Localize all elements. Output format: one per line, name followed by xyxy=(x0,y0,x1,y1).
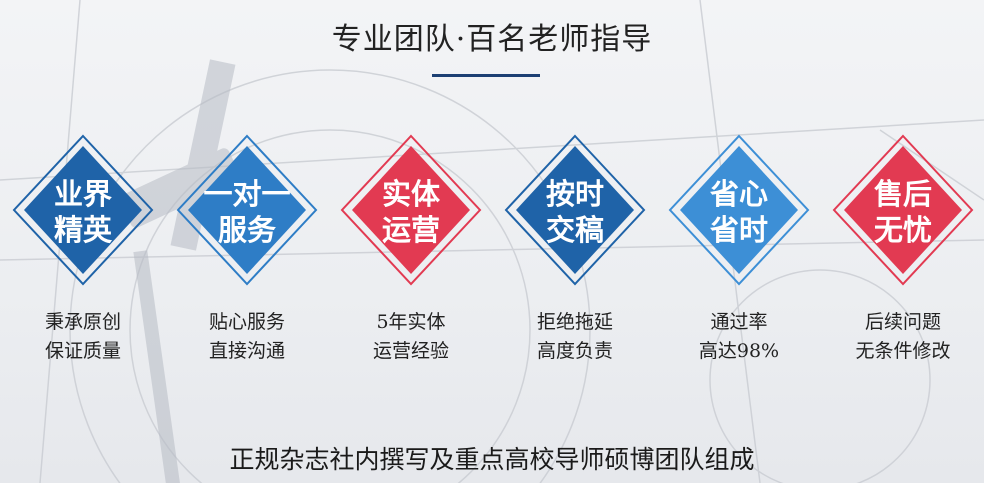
diamond-outline xyxy=(12,134,154,286)
feature-description: 拒绝拖延 高度负责 xyxy=(500,308,650,366)
diamond-outline xyxy=(340,134,482,286)
title-underline xyxy=(432,74,540,77)
diamond-badge xyxy=(668,134,810,286)
feature-description: 贴心服务 直接沟通 xyxy=(172,308,322,366)
description-line: 保证质量 xyxy=(44,340,121,362)
badge-line: 运营 xyxy=(381,213,440,247)
badge-line: 省心 xyxy=(709,177,768,211)
feature-item: 按时 交稿拒绝拖延高度负责 xyxy=(500,130,650,370)
badge-line: 服务 xyxy=(217,213,276,247)
diamond-outline xyxy=(668,134,810,286)
badge-line: 一对一 xyxy=(203,177,291,211)
badge-line: 省时 xyxy=(709,213,768,247)
diamond-fill xyxy=(844,146,962,274)
badge-line: 按时 xyxy=(545,177,604,211)
feature-description: 通过率高达98% xyxy=(664,308,814,366)
diamond-fill xyxy=(352,146,470,274)
description-line: 无条件修改 xyxy=(855,340,951,362)
badge-line: 无忧 xyxy=(873,213,932,247)
diamond-fill xyxy=(516,146,634,274)
description-line: 运营经验 xyxy=(372,340,449,362)
description-line: 通过率 xyxy=(710,311,768,333)
badge-label: 实体 运营 xyxy=(336,176,486,248)
description-line: 拒绝拖延 xyxy=(536,311,613,333)
badge-label: 一对一 服务 xyxy=(172,176,322,248)
diamond-fill xyxy=(188,146,306,274)
diamond-badge xyxy=(176,134,318,286)
diamond-badge xyxy=(832,134,974,286)
diamond-fill xyxy=(680,146,798,274)
description-line: 后续问题 xyxy=(864,311,941,333)
badge-line: 售后 xyxy=(873,177,932,211)
feature-item: 省心 省时通过率高达98% xyxy=(664,130,814,370)
feature-item: 售后 无忧后续问题无条件修改 xyxy=(828,130,978,370)
badge-line: 实体 xyxy=(381,177,440,211)
description-line: 贴心服务 xyxy=(208,311,285,333)
badge-line: 精英 xyxy=(53,213,112,247)
footer-text: 正规杂志社内撰写及重点高校导师硕博团队组成 xyxy=(229,445,755,474)
diamond-outline xyxy=(832,134,974,286)
badge-line: 业界 xyxy=(53,177,112,211)
feature-description: 秉承原创 保证质量 xyxy=(8,308,158,366)
description-line: 秉承原创 xyxy=(44,311,121,333)
feature-item: 业界 精英秉承原创保证质量 xyxy=(8,130,158,370)
badge-label: 售后 无忧 xyxy=(828,176,978,248)
page-title: 专业团队·百名老师指导 xyxy=(331,22,653,57)
description-line: 高达98% xyxy=(698,340,780,362)
badge-label: 省心 省时 xyxy=(664,176,814,248)
description-line: 直接沟通 xyxy=(208,340,285,362)
diamond-badge xyxy=(340,134,482,286)
feature-description: 后续问题 无条件修改 xyxy=(828,308,978,366)
diamond-badge xyxy=(12,134,154,286)
diamond-badge xyxy=(504,134,646,286)
diamond-outline xyxy=(176,134,318,286)
feature-item: 一对一 服务贴心服务直接沟通 xyxy=(172,130,322,370)
badge-label: 按时 交稿 xyxy=(500,176,650,248)
description-line: 5年实体 xyxy=(376,311,446,333)
diamond-outline xyxy=(504,134,646,286)
feature-description: 5年实体运营经验 xyxy=(336,308,486,366)
feature-item: 实体 运营 5年实体运营经验 xyxy=(336,130,486,370)
badge-label: 业界 精英 xyxy=(8,176,158,248)
badge-line: 交稿 xyxy=(545,213,604,247)
description-line: 高度负责 xyxy=(536,340,613,362)
diamond-fill xyxy=(24,146,142,274)
